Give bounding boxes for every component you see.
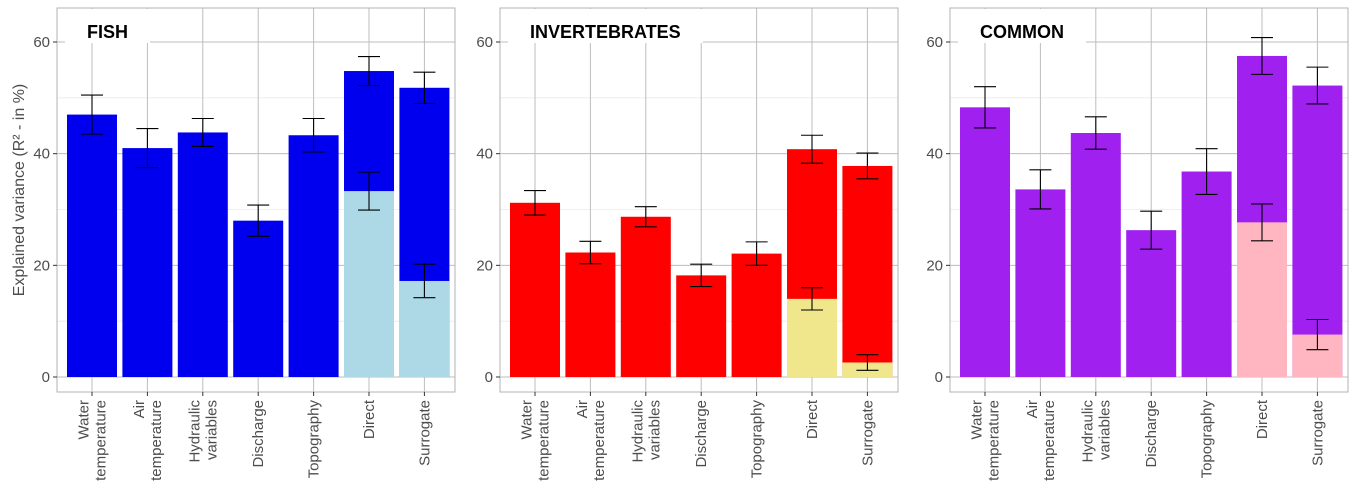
panel-border: [56, 7, 456, 393]
x-category-label: Hydraulic: [1079, 400, 1096, 463]
error-bar: [136, 127, 159, 169]
x-category-label: Topography: [306, 400, 323, 479]
inner-error-bar: [1251, 203, 1273, 242]
bar: [1015, 189, 1066, 377]
x-category-label: Topography: [749, 400, 766, 479]
x-category-label: Direct: [1254, 399, 1271, 439]
x-category-label: Air: [131, 400, 148, 418]
x-category-label: Direct: [361, 399, 378, 439]
x-category-label: Air: [574, 400, 591, 418]
error-bar: [81, 94, 103, 135]
y-tick-label: 40: [33, 146, 50, 163]
bar: [510, 202, 560, 377]
x-category-label: Surrogate: [859, 400, 876, 466]
inner-bar: [1237, 222, 1287, 377]
inner-error-bar: [358, 171, 380, 211]
x-category-label: temperature: [93, 400, 110, 481]
bar: [1070, 133, 1121, 377]
y-tick-label: 20: [33, 257, 50, 274]
x-category-label: Discharge: [1143, 400, 1160, 468]
inner-bar: [787, 298, 837, 377]
bar: [1126, 230, 1177, 377]
error-bar: [1084, 116, 1107, 150]
x-category-label: temperature: [148, 400, 165, 481]
error-bar: [856, 152, 879, 180]
error-bar: [1306, 66, 1329, 105]
bar: [67, 114, 117, 377]
error-bar: [358, 55, 380, 87]
y-tick-label: 40: [476, 146, 493, 163]
error-bar: [634, 206, 657, 228]
error-bar: [1140, 210, 1163, 250]
error-bar: [1195, 148, 1218, 195]
error-bar: [579, 240, 602, 265]
x-category-label: Air: [1024, 400, 1041, 418]
error-bar: [974, 86, 996, 129]
inner-bar: [344, 191, 394, 377]
x-category-label: Direct: [804, 399, 821, 439]
panel-title-background: [958, 9, 1086, 43]
y-tick-label: 60: [476, 34, 493, 51]
error-bar: [247, 204, 270, 237]
error-bar: [524, 189, 546, 216]
bar: [122, 148, 173, 377]
error-bar: [1251, 36, 1273, 75]
x-category-label: temperature: [986, 400, 1003, 481]
error-bar: [191, 117, 214, 147]
panel-title: INVERTEBRATES: [530, 22, 681, 42]
error-bar: [1029, 169, 1052, 210]
error-bar: [745, 241, 768, 266]
y-tick-label: 20: [476, 257, 493, 274]
inner-error-bar: [856, 354, 879, 371]
y-tick-label: 40: [926, 146, 943, 163]
bar: [177, 132, 228, 377]
inner-error-bar: [413, 263, 436, 299]
y-tick-label: 20: [926, 257, 943, 274]
bar: [288, 135, 339, 377]
bar: [233, 220, 284, 377]
error-bar: [413, 71, 436, 104]
y-tick-label: 0: [935, 369, 943, 386]
x-category-label: Hydraulic: [629, 400, 646, 463]
x-category-label: variables: [646, 400, 663, 460]
x-category-label: Water: [969, 400, 986, 439]
y-tick-label: 0: [485, 369, 493, 386]
inner-error-bar: [1306, 318, 1329, 351]
x-category-label: Discharge: [250, 400, 267, 468]
error-bar: [690, 263, 713, 288]
bar: [620, 216, 671, 377]
x-category-label: temperature: [591, 400, 608, 481]
x-category-label: Topography: [1199, 400, 1216, 479]
x-category-label: Surrogate: [1309, 400, 1326, 466]
y-tick-label: 60: [33, 34, 50, 51]
y-tick-label: 0: [42, 369, 50, 386]
panel-border: [949, 7, 1349, 393]
panel-title: FISH: [87, 22, 128, 42]
inner-error-bar: [801, 287, 823, 311]
bar: [1181, 171, 1232, 377]
bar: [731, 253, 782, 377]
x-category-label: Hydraulic: [186, 400, 203, 463]
x-category-label: variables: [203, 400, 220, 460]
x-category-label: Surrogate: [416, 400, 433, 466]
bar: [960, 107, 1010, 377]
bar: [565, 252, 616, 377]
panel-title: COMMON: [980, 22, 1064, 42]
x-category-label: variables: [1096, 400, 1113, 460]
y-tick-label: 60: [926, 34, 943, 51]
error-bar: [302, 117, 325, 153]
x-category-label: Water: [76, 400, 93, 439]
panel-title-background: [65, 9, 151, 43]
bar: [842, 165, 893, 377]
x-category-label: temperature: [536, 400, 553, 481]
panel-title-background: [508, 9, 703, 43]
x-category-label: temperature: [1041, 400, 1058, 481]
x-category-label: Water: [519, 400, 536, 439]
error-bar: [801, 134, 823, 164]
bar: [676, 275, 727, 377]
x-category-label: Discharge: [693, 400, 710, 468]
panel-border: [499, 7, 899, 393]
y-axis-label: Explained variance (R² - in %): [11, 84, 28, 297]
